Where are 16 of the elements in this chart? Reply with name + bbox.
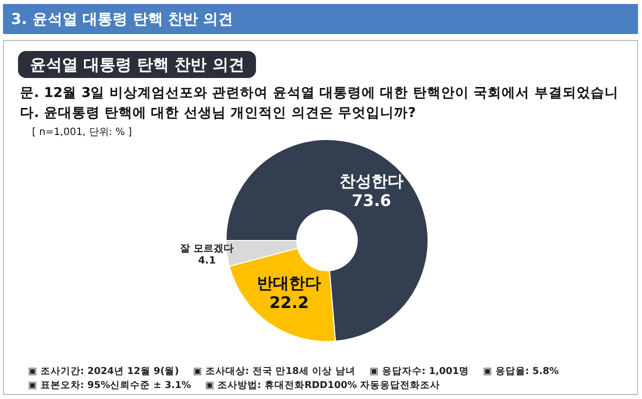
slice-label: 잘 모르겠다: [180, 244, 234, 255]
text: ▣ 응답율: 5.8%: [482, 365, 559, 378]
text: 문. 12월 3일 비상계엄선포와 관련하여 윤석열 대통령에 대한 탄핵안이 국회에서 부결되었습니다. 윤대통령 탄핵에 대한 선생님 개인적인 의견은 무엇입니까?: [20, 84, 620, 123]
text: ▣ 표본오차: 95%신뢰수준 ± 3.1%: [28, 379, 192, 392]
slice-label: 찬성한다: [339, 172, 404, 191]
data-label: 22.2: [269, 292, 309, 312]
slice-label: 반대한다: [257, 274, 322, 293]
text: [ n=1,001, 단위: % ]: [32, 126, 132, 139]
chart-title: 3. 윤석열 대통령 탄핵 찬반 의견: [3, 4, 638, 34]
chart-subtitle: 윤석열 대통령 탄핵 찬반 의견: [18, 51, 256, 78]
data-label: 4.1: [198, 256, 216, 267]
text: ▣ 조사기간: 2024년 12월 9(월): [28, 365, 179, 378]
text: ▣ 조사방법: 휴대전화RDD100% 자동응답전화조사: [205, 379, 440, 392]
data-label: 73.6: [352, 190, 392, 210]
text: ▣ 조사대상: 전국 만18세 이상 남녀: [192, 365, 356, 378]
text: ▣ 응답자수: 1,001명: [370, 365, 469, 378]
